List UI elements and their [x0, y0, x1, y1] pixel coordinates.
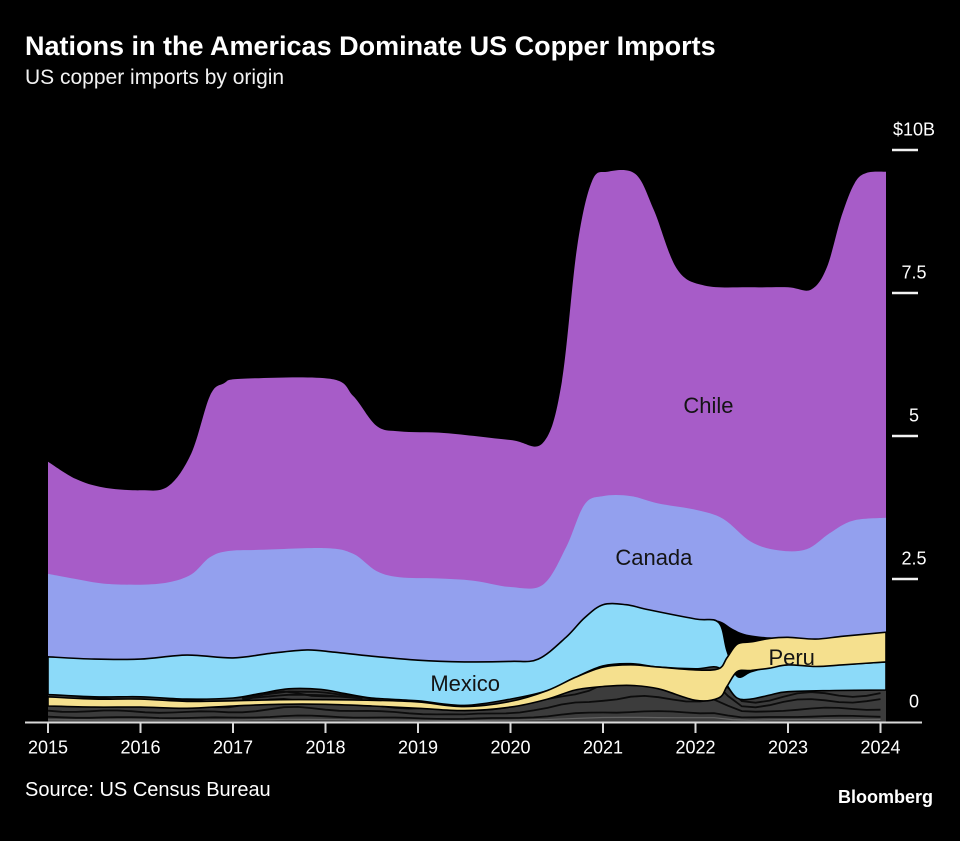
area-mexico	[47, 602, 887, 707]
y-axis-label: 2.5	[901, 548, 927, 569]
x-axis-label: 2016	[120, 737, 161, 758]
streak-line	[47, 710, 881, 720]
y-axis-label: $10B	[892, 119, 936, 140]
x-axis-label: 2023	[767, 737, 809, 758]
streak-line	[47, 694, 881, 716]
x-axis-label: 2020	[490, 737, 531, 758]
series-label-mexico: Mexico	[430, 671, 501, 697]
x-axis-label: 2024	[860, 737, 901, 758]
x-axis-label: 2021	[582, 737, 624, 758]
x-axis-label: 2017	[212, 737, 254, 758]
x-axis-label: 2022	[675, 737, 716, 758]
series-label-peru: Peru	[768, 644, 815, 670]
bloomberg-logo: Bloomberg	[838, 787, 934, 807]
area-peru	[47, 631, 887, 712]
series-label-canada: Canada	[615, 544, 693, 570]
streak-line	[242, 693, 363, 700]
y-axis-label: 5	[908, 405, 920, 426]
source-note: Source: US Census Bureau	[25, 779, 271, 801]
y-axis-label: 7.5	[901, 262, 927, 283]
y-axis-label: 0	[908, 691, 920, 712]
x-axis-label: 2018	[305, 737, 346, 758]
series-label-chile: Chile	[683, 393, 734, 419]
chart-title: Nations in the Americas Dominate US Copp…	[25, 31, 716, 61]
chart-subtitle: US copper imports by origin	[25, 66, 285, 89]
x-axis-label: 2019	[397, 737, 439, 758]
streak-line	[242, 690, 363, 699]
x-axis-label: 2015	[27, 737, 69, 758]
streak-line	[47, 716, 881, 722]
